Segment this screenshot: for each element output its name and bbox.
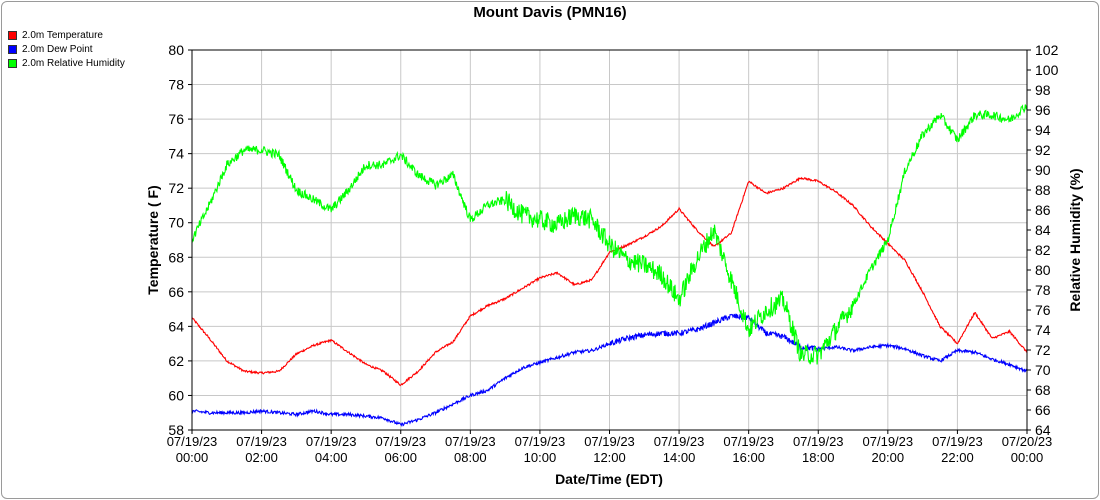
y-tick-label: 66 xyxy=(168,284,184,300)
y2-axis-label: Relative Humidity (%) xyxy=(1067,168,1083,311)
legend-label-relative-humidity: 2.0m Relative Humidity xyxy=(22,57,125,69)
y-tick-label: 74 xyxy=(168,146,184,162)
y2-tick-label: 68 xyxy=(1035,382,1051,398)
x-tick-time: 10:00 xyxy=(524,450,557,465)
x-tick-time: 22:00 xyxy=(941,450,974,465)
legend-item-temperature: 2.0m Temperature xyxy=(8,28,125,42)
y2-tick-label: 92 xyxy=(1035,142,1051,158)
x-tick-date: 07/19/23 xyxy=(932,434,983,449)
y2-tick-label: 72 xyxy=(1035,342,1051,358)
x-tick-date: 07/19/23 xyxy=(167,434,218,449)
x-tick-date: 07/19/23 xyxy=(863,434,914,449)
y-tick-label: 76 xyxy=(168,111,184,127)
x-tick-date: 07/19/23 xyxy=(445,434,496,449)
y2-tick-label: 82 xyxy=(1035,242,1051,258)
y-tick-label: 78 xyxy=(168,77,184,93)
x-tick-time: 06:00 xyxy=(384,450,417,465)
x-tick-time: 12:00 xyxy=(593,450,626,465)
x-tick-date: 07/19/23 xyxy=(306,434,357,449)
x-tick-date: 07/19/23 xyxy=(654,434,705,449)
y2-tick-label: 78 xyxy=(1035,282,1051,298)
y2-tick-label: 100 xyxy=(1035,62,1059,78)
series-relative-humidity-line xyxy=(191,104,1028,365)
legend-label-dew-point: 2.0m Dew Point xyxy=(22,43,93,55)
x-tick-date: 07/20/23 xyxy=(1002,434,1053,449)
x-axis-label: Date/Time (EDT) xyxy=(555,471,663,487)
y-tick-label: 72 xyxy=(168,180,184,196)
legend: 2.0m Temperature 2.0m Dew Point 2.0m Rel… xyxy=(8,28,125,70)
x-tick-date: 07/19/23 xyxy=(375,434,426,449)
y2-tick-label: 94 xyxy=(1035,122,1051,138)
y-tick-label: 80 xyxy=(168,42,184,58)
x-tick-time: 04:00 xyxy=(315,450,348,465)
legend-item-relative-humidity: 2.0m Relative Humidity xyxy=(8,56,125,70)
y-tick-label: 62 xyxy=(168,353,184,369)
series-temperature-line xyxy=(191,176,1028,387)
y2-tick-label: 76 xyxy=(1035,302,1051,318)
chart-title: Mount Davis (PMN16) xyxy=(473,4,627,21)
legend-swatch-temperature xyxy=(8,30,17,40)
y-tick-label: 60 xyxy=(168,387,184,403)
legend-swatch-dew-point xyxy=(8,44,17,54)
x-tick-time: 02:00 xyxy=(245,450,278,465)
y-tick-label: 70 xyxy=(168,215,184,231)
y2-tick-label: 70 xyxy=(1035,362,1051,378)
x-tick-time: 16:00 xyxy=(732,450,765,465)
x-tick-time: 08:00 xyxy=(454,450,487,465)
y-axis-label: Temperature ( F) xyxy=(145,185,161,294)
y2-tick-label: 102 xyxy=(1035,42,1059,58)
y2-tick-label: 88 xyxy=(1035,182,1051,198)
y-tick-label: 58 xyxy=(168,422,184,438)
x-tick-date: 07/19/23 xyxy=(515,434,566,449)
x-tick-date: 07/19/23 xyxy=(236,434,287,449)
y2-tick-label: 80 xyxy=(1035,262,1051,278)
series-dew-point-line xyxy=(191,313,1028,427)
legend-label-temperature: 2.0m Temperature xyxy=(22,29,103,41)
series-group xyxy=(191,104,1028,427)
x-tick-date: 07/19/23 xyxy=(793,434,844,449)
y-axis-left: 58 60 62 64 66 68 70 72 74 76 78 80 xyxy=(168,42,192,438)
y2-tick-label: 74 xyxy=(1035,322,1051,338)
y2-tick-label: 86 xyxy=(1035,202,1051,218)
x-tick-time: 00:00 xyxy=(176,450,209,465)
x-tick-time: 14:00 xyxy=(663,450,696,465)
y2-tick-label: 84 xyxy=(1035,222,1051,238)
x-tick-time: 18:00 xyxy=(802,450,835,465)
x-axis: 07/19/2300:0007/19/2302:0007/19/2304:000… xyxy=(167,430,1053,465)
y2-tick-label: 98 xyxy=(1035,82,1051,98)
y2-tick-label: 64 xyxy=(1035,422,1051,438)
x-tick-date: 07/19/23 xyxy=(584,434,635,449)
x-tick-time: 00:00 xyxy=(1011,450,1044,465)
y2-tick-label: 66 xyxy=(1035,402,1051,418)
x-tick-time: 20:00 xyxy=(872,450,905,465)
y-tick-label: 68 xyxy=(168,249,184,265)
y2-tick-label: 96 xyxy=(1035,102,1051,118)
x-tick-date: 07/19/23 xyxy=(723,434,774,449)
legend-item-dew-point: 2.0m Dew Point xyxy=(8,42,125,56)
legend-swatch-relative-humidity xyxy=(8,58,17,68)
y-tick-label: 64 xyxy=(168,318,184,334)
y2-tick-label: 90 xyxy=(1035,162,1051,178)
y-axis-right: 64 66 68 70 72 74 76 78 80 82 84 86 88 90 92 94 96 98 100 1… xyxy=(1027,42,1059,438)
